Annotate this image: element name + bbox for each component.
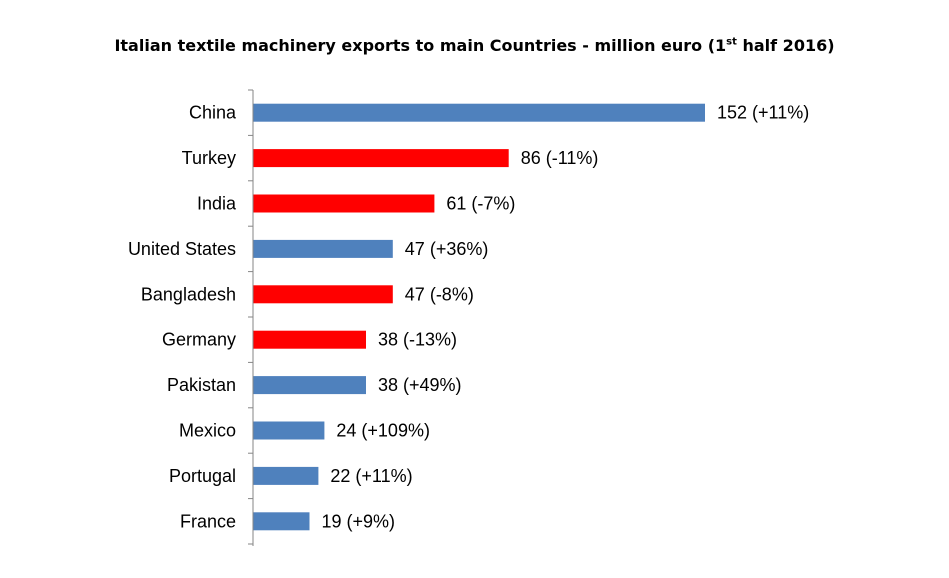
- category-label-bangladesh: Bangladesh: [141, 284, 236, 304]
- data-label-pakistan: 38 (+49%): [378, 375, 462, 395]
- data-label-india: 61 (-7%): [446, 194, 515, 214]
- data-label-united-states: 47 (+36%): [405, 239, 489, 259]
- bar-india: [253, 194, 435, 213]
- axis-layer: [248, 89, 254, 546]
- labels-layer: China 152 (+11%) Turkey 86 (-11%) India 61 (-…: [128, 103, 809, 532]
- category-label-portugal: Portugal: [169, 466, 236, 486]
- data-label-mexico: 24 (+109%): [336, 421, 430, 441]
- category-label-india: India: [197, 194, 237, 214]
- chart-title-superscript: st: [726, 36, 737, 48]
- data-label-china: 152 (+11%): [717, 103, 809, 123]
- category-label-pakistan: Pakistan: [167, 375, 236, 395]
- category-label-china: China: [189, 103, 237, 123]
- bar-france: [253, 512, 310, 531]
- data-label-bangladesh: 47 (-8%): [405, 284, 474, 304]
- data-label-germany: 38 (-13%): [378, 330, 457, 350]
- category-label-united-states: United States: [128, 239, 236, 259]
- chart-title: Italian textile machinery exports to mai…: [0, 36, 949, 55]
- data-label-turkey: 86 (-11%): [521, 148, 599, 168]
- chart-title-prefix: Italian textile machinery exports to mai…: [114, 36, 727, 55]
- bar-bangladesh: [253, 285, 393, 304]
- bar-pakistan: [253, 376, 366, 395]
- category-label-mexico: Mexico: [179, 421, 236, 441]
- bar-united-states: [253, 239, 393, 258]
- category-label-turkey: Turkey: [182, 148, 236, 168]
- bars-layer: [253, 103, 705, 531]
- category-label-germany: Germany: [162, 330, 236, 350]
- data-label-portugal: 22 (+11%): [330, 466, 412, 486]
- chart-title-suffix: half 2016): [736, 36, 835, 55]
- bar-portugal: [253, 466, 319, 485]
- bar-mexico: [253, 421, 325, 440]
- bar-china: [253, 103, 705, 122]
- bar-germany: [253, 330, 366, 349]
- category-label-france: France: [180, 511, 236, 531]
- data-label-france: 19 (+9%): [322, 511, 396, 531]
- bar-turkey: [253, 149, 509, 168]
